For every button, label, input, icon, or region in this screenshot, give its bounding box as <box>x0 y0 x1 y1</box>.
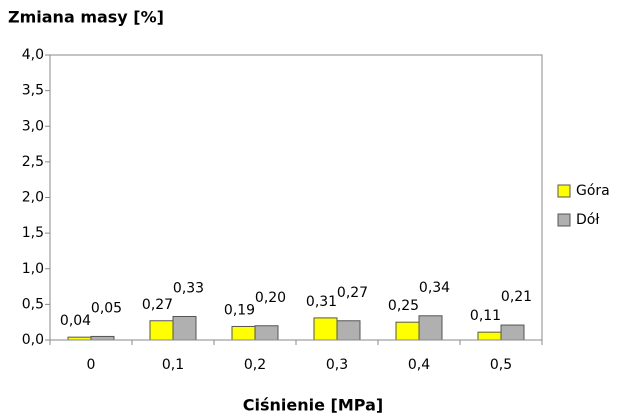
value-label: 0,21 <box>501 289 532 305</box>
x-tick-label: 0,1 <box>162 357 184 373</box>
bar <box>477 331 502 341</box>
bar <box>313 317 338 341</box>
x-tick-label: 0,2 <box>244 357 266 373</box>
y-tick-label: 0,5 <box>22 296 44 312</box>
legend-swatch <box>557 213 571 227</box>
legend-label: Dół <box>576 212 599 228</box>
value-label: 0,04 <box>60 313 91 329</box>
y-tick-label: 0,0 <box>22 332 44 348</box>
y-tick-label: 3,5 <box>22 83 44 99</box>
x-axis-title: Ciśnienie [MPa] <box>243 396 383 415</box>
y-axis-title: Zmiana masy [%] <box>8 8 164 27</box>
bar <box>231 325 256 341</box>
y-tick-label: 2,0 <box>22 190 44 206</box>
value-label: 0,19 <box>224 302 255 318</box>
value-label: 0,11 <box>470 308 501 324</box>
value-label: 0,20 <box>255 290 286 306</box>
y-tick-label: 1,5 <box>22 225 44 241</box>
value-label: 0,27 <box>337 285 368 301</box>
bar <box>254 325 279 341</box>
bar <box>149 320 174 341</box>
bar <box>336 320 361 341</box>
bar <box>90 335 115 341</box>
value-label: 0,34 <box>419 280 450 296</box>
value-label: 0,25 <box>388 298 419 314</box>
y-tick-label: 2,5 <box>22 154 44 170</box>
value-label: 0,33 <box>173 280 204 296</box>
legend-swatch <box>557 184 571 198</box>
value-label: 0,05 <box>91 300 122 316</box>
x-tick-label: 0,3 <box>326 357 348 373</box>
value-label: 0,31 <box>306 294 337 310</box>
y-tick-label: 3,0 <box>22 118 44 134</box>
value-label: 0,27 <box>142 297 173 313</box>
x-tick-label: 0 <box>87 357 96 373</box>
bar <box>395 321 420 341</box>
bar <box>418 315 443 341</box>
y-tick-label: 4,0 <box>22 47 44 63</box>
x-tick-label: 0,5 <box>490 357 512 373</box>
x-tick-label: 0,4 <box>408 357 430 373</box>
bar <box>500 324 525 341</box>
bar <box>172 315 197 341</box>
y-tick-label: 1,0 <box>22 261 44 277</box>
legend-label: Góra <box>576 183 610 199</box>
